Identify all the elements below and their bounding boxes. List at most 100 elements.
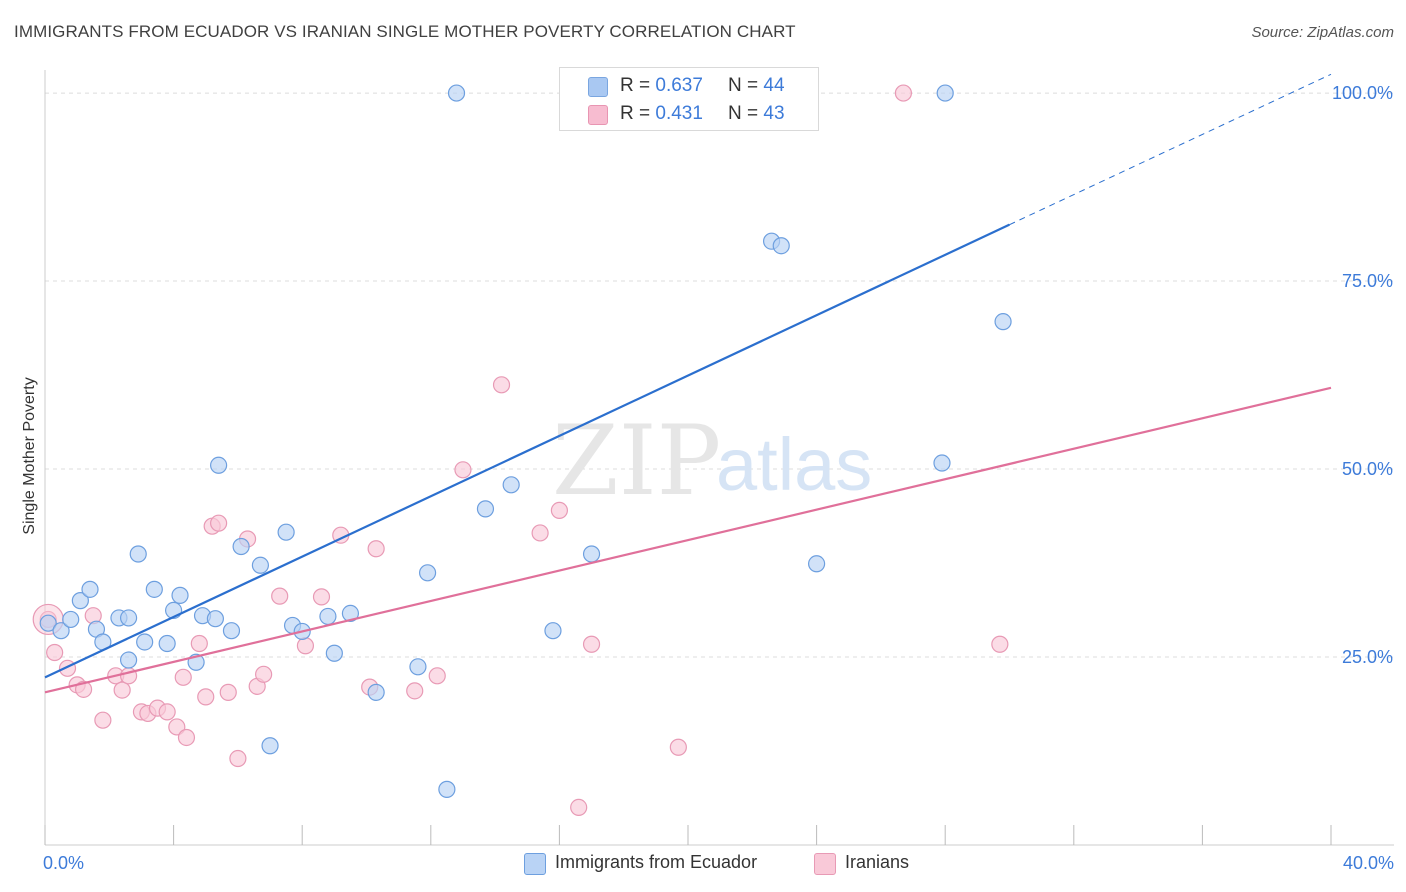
- scatter-point: [418, 564, 437, 582]
- scatter-point: [232, 537, 250, 556]
- legend-n: N = 44: [728, 75, 785, 97]
- y-tick-label: 100.0%: [1332, 83, 1393, 103]
- scatter-point: [210, 514, 228, 532]
- scatter-point: [550, 501, 569, 519]
- scatter-point: [570, 798, 588, 817]
- scatter-point: [81, 580, 99, 598]
- stats-legend: R = 0.637 N = 44 R = 0.431 N = 43: [559, 67, 819, 131]
- scatter-point: [476, 500, 495, 518]
- y-tick-label: 25.0%: [1342, 647, 1393, 667]
- scatter-point: [222, 622, 241, 640]
- scatter-point: [119, 651, 138, 669]
- legend-n-label: N =: [728, 103, 759, 124]
- scatter-point: [367, 683, 385, 701]
- axes: [44, 70, 1394, 846]
- legend-swatch-iranians: [588, 105, 608, 125]
- iranians-points: [32, 84, 1009, 817]
- scatter-point: [271, 587, 289, 605]
- scatter-point: [62, 610, 80, 629]
- trend-line-ecuador: [44, 223, 1010, 679]
- scatter-point: [319, 607, 337, 626]
- scatter-point: [145, 580, 163, 598]
- scatter-point: [52, 622, 70, 640]
- chart-title: IMMIGRANTS FROM ECUADOR VS IRANIAN SINGL…: [14, 22, 796, 41]
- scatter-point: [325, 644, 343, 662]
- legend-r-value: 0.431: [655, 103, 703, 124]
- scatter-point: [168, 718, 186, 736]
- scatter-point: [129, 545, 147, 563]
- scatter-point: [229, 749, 247, 768]
- scatter-point: [531, 524, 549, 542]
- legend-swatch-iranians: [814, 853, 836, 875]
- scatter-point: [39, 614, 57, 632]
- scatter-point: [261, 737, 279, 755]
- scatter-point: [894, 84, 913, 102]
- scatter-point: [447, 84, 466, 102]
- series-legend: Immigrants from Ecuador Iranians: [0, 852, 1406, 878]
- tick-labels: 25.0% 50.0% 75.0% 100.0% 0.0% 40.0%: [43, 83, 1394, 873]
- trend-line-iranians: [44, 386, 1332, 694]
- scatter-point: [492, 376, 511, 394]
- scatter-point: [74, 680, 93, 698]
- legend-r: R = 0.637: [620, 75, 703, 97]
- scatter-point: [991, 635, 1009, 653]
- scatter-point: [502, 476, 520, 494]
- scatter-point: [158, 703, 176, 721]
- scatter-point: [71, 592, 89, 610]
- legend-row-ecuador: R = 0.637 N = 44: [560, 73, 818, 101]
- legend-row-iranians: R = 0.431 N = 43: [560, 101, 818, 129]
- scatter-point: [772, 237, 790, 255]
- trend-lines: [44, 73, 1332, 694]
- scatter-point: [177, 728, 196, 747]
- watermark-zip: ZIP: [552, 405, 721, 517]
- scatter-point: [936, 84, 954, 102]
- scatter-point: [312, 588, 331, 606]
- legend-swatch-ecuador: [524, 853, 546, 875]
- scatter-point: [428, 667, 446, 685]
- scatter-point: [46, 643, 64, 662]
- legend-n-value: 43: [763, 103, 785, 124]
- scatter-point: [296, 637, 315, 655]
- scatter-point: [251, 556, 270, 574]
- watermark-atlas: atlas: [716, 423, 872, 506]
- scatter-point: [669, 738, 687, 756]
- scatter-point: [255, 665, 273, 683]
- scatter-point: [438, 780, 456, 798]
- scatter-point: [219, 683, 237, 701]
- scatter-point: [367, 540, 385, 558]
- grid: [45, 92, 1395, 658]
- scatter-point: [210, 456, 228, 474]
- scatter-point: [409, 658, 427, 676]
- scatter-point: [136, 633, 154, 651]
- scatter-point: [994, 313, 1012, 331]
- scatter-point: [206, 610, 224, 628]
- scatter-point: [454, 461, 472, 479]
- x-tick-label: 0.0%: [43, 853, 84, 873]
- scatter-point: [406, 682, 424, 700]
- watermark: ZIP atlas: [552, 405, 872, 517]
- legend-n-value: 44: [763, 75, 785, 96]
- scatter-point: [158, 634, 176, 653]
- legend-r-value: 0.637: [655, 75, 703, 96]
- source-label: Source: ZipAtlas.com: [1251, 24, 1394, 41]
- legend-label-ecuador: Immigrants from Ecuador: [555, 852, 758, 872]
- scatter-point: [197, 688, 215, 706]
- y-tick-label: 75.0%: [1342, 271, 1393, 291]
- scatter-point: [277, 523, 295, 541]
- trend-line-ecuador-extension: [1009, 73, 1332, 226]
- y-tick-label: 50.0%: [1342, 459, 1393, 479]
- scatter-point: [582, 635, 601, 653]
- scatter-point: [119, 609, 138, 627]
- scatter-point: [933, 454, 951, 472]
- scatter-point: [807, 555, 826, 573]
- legend-r-label: R =: [620, 103, 651, 124]
- scatter-point: [582, 545, 601, 563]
- scatter-point: [544, 622, 562, 640]
- scatter-point: [171, 586, 189, 604]
- legend-swatch-ecuador: [588, 77, 608, 97]
- scatter-point: [113, 681, 131, 699]
- legend-n-label: N =: [728, 75, 759, 96]
- ecuador-points: [39, 84, 1012, 798]
- legend-r: R = 0.431: [620, 103, 703, 125]
